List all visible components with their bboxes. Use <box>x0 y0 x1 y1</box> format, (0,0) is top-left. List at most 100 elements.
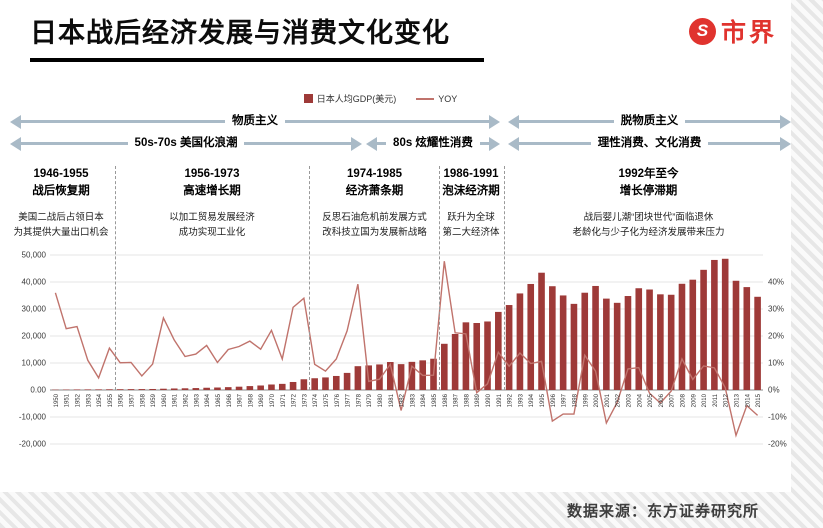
period-body: 战后婴儿潮“团块世代”面临退休 老龄化与少子化为经济发展带来压力 <box>572 211 725 238</box>
yoy-line <box>54 261 759 438</box>
arrow-label: 理性消费、文化消费 <box>508 136 791 151</box>
svg-text:2006: 2006 <box>659 393 665 407</box>
period-body: 反思石油危机前发展方式 改科技立国为发展新战略 <box>322 211 427 238</box>
svg-text:2014: 2014 <box>745 393 751 407</box>
svg-text:1950: 1950 <box>54 393 60 407</box>
svg-text:1989: 1989 <box>475 393 481 407</box>
svg-text:0.00: 0.00 <box>30 386 46 395</box>
period-title: 1956-1973 高速增长期 <box>183 168 241 198</box>
arrow-left-icon <box>508 114 519 129</box>
svg-text:1966: 1966 <box>227 393 233 407</box>
period-title: 1946-1955 战后恢复期 <box>32 168 90 198</box>
svg-text:1984: 1984 <box>421 393 427 407</box>
svg-text:1958: 1958 <box>140 393 146 407</box>
arrow-left-icon <box>366 136 377 151</box>
svg-text:1957: 1957 <box>130 393 136 407</box>
svg-text:20,000: 20,000 <box>22 332 47 341</box>
svg-text:1988: 1988 <box>464 393 470 407</box>
svg-text:1986: 1986 <box>443 393 449 407</box>
arrow-right-icon <box>489 136 500 151</box>
shijie-logo: S 市界 <box>688 13 777 49</box>
right-axis-labels: 40% 30% 20% 10% 0% -10% -20% <box>768 278 787 449</box>
svg-text:1951: 1951 <box>65 393 71 407</box>
arrow-left-icon <box>10 114 21 129</box>
svg-text:40%: 40% <box>768 278 784 287</box>
svg-text:1991: 1991 <box>497 393 503 407</box>
arrow-right-icon <box>780 114 791 129</box>
arrow-label-text: 80s 炫耀性消费 <box>386 136 480 151</box>
svg-text:1967: 1967 <box>238 393 244 407</box>
period-divider <box>503 166 505 390</box>
figure: 日本人均GDP(美元) YOY 物质主义 脱物质主义 <box>8 88 793 484</box>
legend-item-gdp: 日本人均GDP(美元) <box>303 92 396 105</box>
gridlines <box>50 254 763 445</box>
page-title: 日本战后经济发展与消费文化变化 <box>30 11 484 62</box>
period-depression: 1974-1985 经济萧条期 反思石油危机前发展方式 改科技立国为发展新战略 <box>312 166 437 240</box>
svg-text:1998: 1998 <box>572 393 578 407</box>
svg-text:1983: 1983 <box>410 393 416 407</box>
period-divider <box>114 166 116 390</box>
arrow-label-text: 理性消费、文化消费 <box>590 136 709 151</box>
content-card: 日本战后经济发展与消费文化变化 S 市界 日本人均GDP(美元) YOY <box>8 11 793 484</box>
shijie-logo-icon: S <box>688 17 716 45</box>
svg-text:1975: 1975 <box>324 393 330 407</box>
svg-text:1971: 1971 <box>281 393 287 407</box>
svg-text:40,000: 40,000 <box>22 278 47 287</box>
svg-text:2010: 2010 <box>702 393 708 407</box>
arrow-label: 脱物质主义 <box>508 114 791 129</box>
svg-text:1956: 1956 <box>119 393 125 407</box>
arrow-label-text: 50s-70s 美国化浪潮 <box>127 136 245 151</box>
chart-svg: 50,000 40,000 30,000 20,000 10,000 0.00 -10,00… <box>19 251 787 449</box>
svg-text:-20%: -20% <box>768 440 787 449</box>
svg-text:2008: 2008 <box>680 393 686 407</box>
period-divider <box>309 166 311 390</box>
arrow-conspicuous-consumption: 80s 炫耀性消费 <box>366 136 500 151</box>
svg-text:1973: 1973 <box>302 393 308 407</box>
svg-text:1985: 1985 <box>432 393 438 407</box>
svg-text:-10,000: -10,000 <box>19 413 47 422</box>
svg-text:2001: 2001 <box>605 393 611 407</box>
arrow-right-icon <box>780 136 791 151</box>
svg-text:1990: 1990 <box>486 393 492 407</box>
arrow-materialism: 物质主义 <box>10 114 500 129</box>
legend-yoy-label: YOY <box>438 93 458 104</box>
period-body: 跃升为全球 第二大经济体 <box>442 211 500 238</box>
svg-text:2009: 2009 <box>691 393 697 407</box>
arrow-label: 80s 炫耀性消费 <box>366 136 500 151</box>
svg-text:1979: 1979 <box>367 393 373 407</box>
svg-text:1987: 1987 <box>454 393 460 407</box>
svg-text:30,000: 30,000 <box>22 305 47 314</box>
yoy-swatch-icon <box>416 97 435 100</box>
svg-text:1960: 1960 <box>162 393 168 407</box>
svg-text:-20,000: -20,000 <box>19 440 47 449</box>
svg-text:2005: 2005 <box>648 393 654 407</box>
svg-text:1963: 1963 <box>194 393 200 407</box>
arrow-label-text: 脱物质主义 <box>613 114 686 129</box>
svg-text:1977: 1977 <box>346 393 352 407</box>
svg-text:1964: 1964 <box>205 393 211 407</box>
svg-text:1997: 1997 <box>562 393 568 407</box>
svg-text:2004: 2004 <box>637 393 643 407</box>
year-labels: 1950 1951 1952 1953 1954 1955 1956 1957 1958 1959… <box>54 393 762 407</box>
left-axis-labels: 50,000 40,000 30,000 20,000 10,000 0.00 -10,00… <box>19 251 47 449</box>
svg-text:1999: 1999 <box>583 393 589 407</box>
svg-text:-10%: -10% <box>768 413 787 422</box>
period-divider <box>438 166 440 390</box>
svg-text:1996: 1996 <box>551 393 557 407</box>
arrow-left-icon <box>10 136 21 151</box>
svg-text:1965: 1965 <box>216 393 222 407</box>
data-source: 数据来源：东方证券研究所 <box>566 503 759 520</box>
svg-text:1968: 1968 <box>248 393 254 407</box>
svg-text:10%: 10% <box>768 359 784 368</box>
svg-text:30%: 30% <box>768 305 784 314</box>
svg-text:1980: 1980 <box>378 393 384 407</box>
arrow-right-icon <box>351 136 362 151</box>
svg-text:1974: 1974 <box>313 393 319 407</box>
arrow-label: 50s-70s 美国化浪潮 <box>10 136 362 151</box>
chart-legend: 日本人均GDP(美元) YOY <box>8 92 753 105</box>
svg-text:1978: 1978 <box>356 393 362 407</box>
period-body: 美国二战后占领日本 为其提供大量出口机会 <box>13 211 109 238</box>
svg-text:1982: 1982 <box>400 393 406 407</box>
svg-text:1976: 1976 <box>335 393 341 407</box>
period-title: 1992年至今 增长停滞期 <box>618 168 679 198</box>
